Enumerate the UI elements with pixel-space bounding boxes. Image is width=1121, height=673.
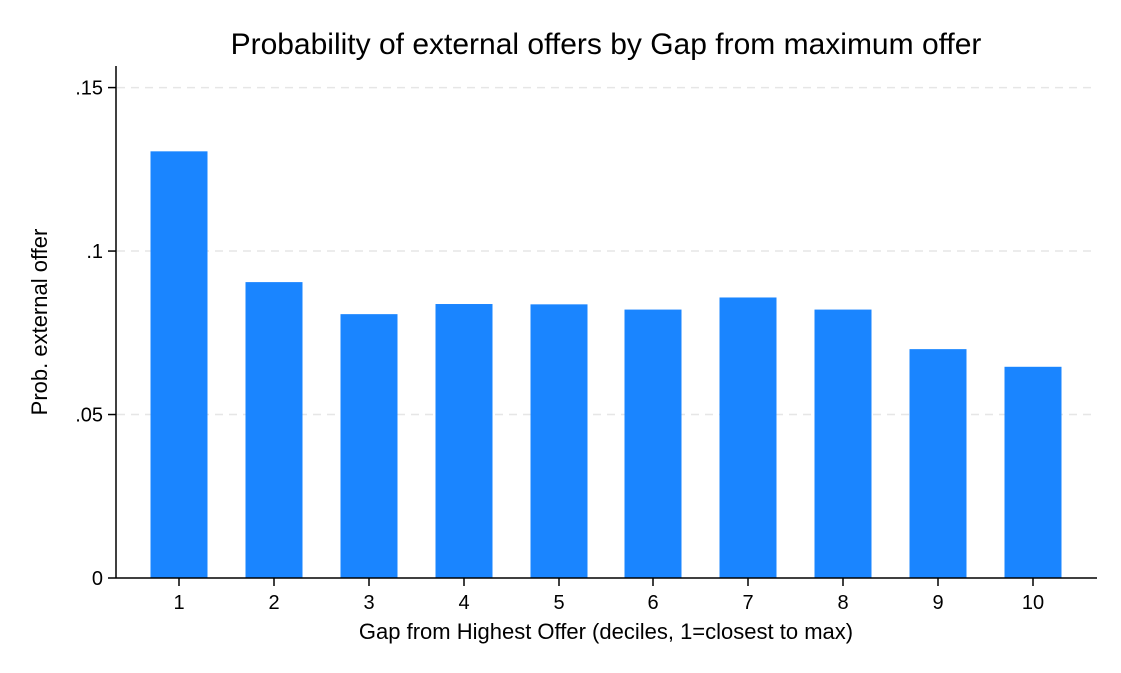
- x-tick-label: 9: [932, 592, 943, 614]
- y-tick-label: 0: [92, 568, 103, 590]
- bar: [719, 297, 777, 578]
- x-tick-label: 7: [742, 592, 753, 614]
- y-axis-title: Prob. external offer: [27, 229, 52, 416]
- x-tick-label: 8: [837, 592, 848, 614]
- bar: [340, 314, 398, 578]
- bar: [814, 309, 872, 578]
- bar: [150, 151, 208, 579]
- bar: [624, 309, 682, 578]
- x-tick-label: 2: [268, 592, 279, 614]
- bar: [530, 304, 588, 578]
- x-tick-label: 5: [553, 592, 564, 614]
- y-tick-label: .05: [75, 405, 103, 427]
- y-tick-label: .15: [75, 78, 103, 100]
- x-tick-label: 10: [1022, 592, 1044, 614]
- bar: [909, 349, 967, 578]
- x-tick-label: 3: [363, 592, 374, 614]
- bars: [150, 151, 1062, 579]
- x-tick-label: 1: [173, 592, 184, 614]
- y-tick-label: .1: [86, 241, 103, 263]
- y-axis-ticks: 0 .05 .1 .15: [75, 78, 116, 590]
- bar: [245, 282, 303, 578]
- chart-title: Probability of external offers by Gap fr…: [231, 28, 982, 61]
- bar: [1004, 366, 1062, 578]
- x-axis-ticks: 1 2 3 4 5 6 7 8 9 10: [173, 578, 1044, 614]
- x-tick-label: 4: [458, 592, 469, 614]
- x-axis-title: Gap from Highest Offer (deciles, 1=close…: [359, 619, 853, 644]
- x-tick-label: 6: [647, 592, 658, 614]
- bar: [435, 304, 493, 578]
